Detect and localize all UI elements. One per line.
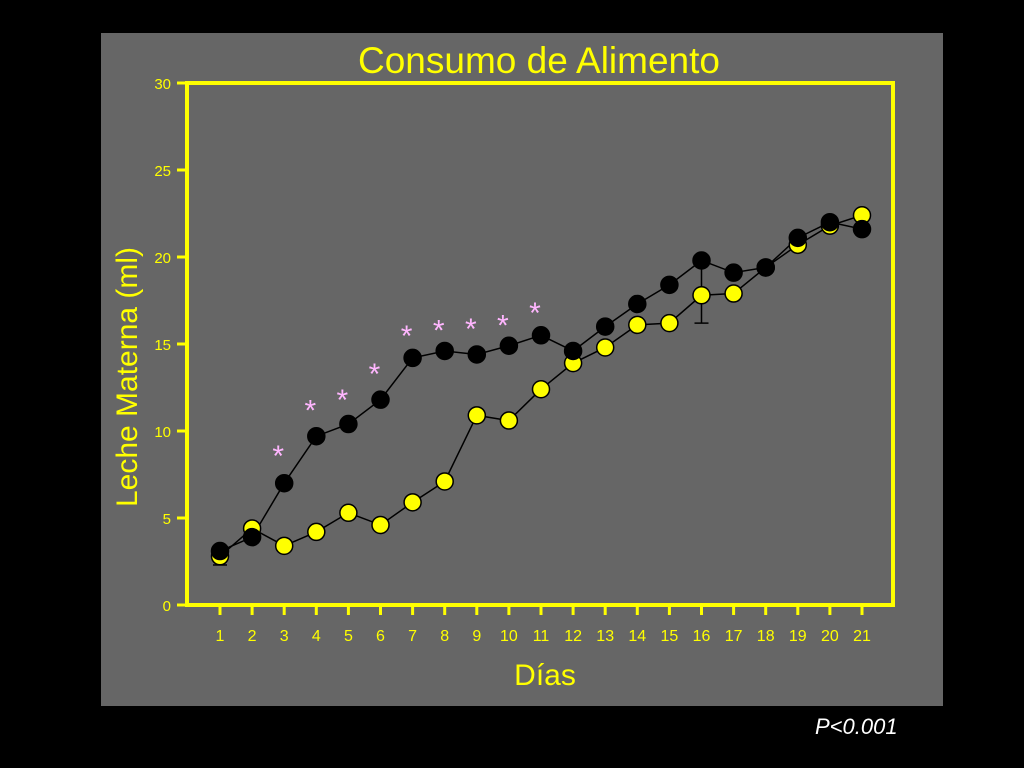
data-point-series-2 [467, 345, 487, 364]
x-tick-label: 12 [564, 628, 582, 645]
x-tick-label: 3 [280, 628, 289, 645]
x-tick-label: 8 [440, 628, 449, 645]
y-tick-label: 30 [154, 76, 171, 93]
data-point-series-2 [242, 527, 262, 547]
x-tick-label: 5 [344, 628, 353, 645]
data-point-series-2 [274, 473, 294, 493]
significance-marker: * [529, 297, 541, 330]
chart-panel: Consumo de Alimento Leche Materna (ml) D… [101, 33, 943, 706]
data-point-series-2 [371, 390, 390, 409]
data-point-series-2 [724, 263, 743, 282]
data-point-series-1 [339, 503, 358, 523]
y-tick-label: 15 [154, 337, 171, 354]
data-point-series-2 [339, 414, 358, 434]
data-point-series-2 [210, 541, 230, 561]
data-point-series-2 [660, 275, 679, 295]
data-point-series-1 [499, 411, 519, 430]
data-point-series-2 [595, 317, 615, 336]
significance-marker: * [497, 309, 509, 342]
significance-marker: * [337, 384, 349, 417]
x-tick-label: 4 [312, 628, 321, 645]
x-tick-label: 13 [596, 628, 614, 645]
significance-marker: * [433, 315, 445, 348]
data-point-series-1 [307, 522, 326, 542]
y-axis-label: Leche Materna (ml) [111, 247, 144, 507]
data-point-series-1 [660, 313, 679, 333]
data-point-series-1 [274, 536, 294, 556]
data-point-series-2 [628, 294, 647, 314]
x-tick-label: 15 [661, 628, 679, 645]
x-tick-label: 17 [725, 628, 743, 645]
x-tick-label: 7 [408, 628, 417, 645]
chart-title: Consumo de Alimento [358, 40, 720, 81]
x-tick-label: 20 [821, 628, 839, 645]
data-point-series-2 [435, 341, 454, 361]
x-tick-label: 11 [533, 628, 550, 645]
significance-marker: * [369, 358, 381, 391]
data-point-series-2 [756, 258, 775, 277]
data-point-series-1 [628, 315, 647, 335]
data-point-series-2 [307, 426, 326, 446]
x-tick-label: 18 [757, 628, 775, 645]
y-tick-label: 5 [163, 511, 171, 528]
x-axis-label: Días [514, 659, 576, 692]
data-point-series-2 [820, 212, 840, 232]
data-point-series-2 [852, 219, 872, 239]
data-point-series-2 [563, 341, 583, 361]
x-tick-label: 16 [693, 628, 711, 645]
x-tick-label: 14 [628, 628, 646, 645]
data-point-series-1 [371, 515, 390, 535]
x-tick-label: 6 [376, 628, 385, 645]
y-tick-label: 0 [163, 598, 171, 615]
x-tick-label: 2 [248, 628, 257, 645]
x-tick-label: 1 [216, 628, 225, 645]
data-point-series-1 [724, 284, 743, 303]
data-point-series-2 [788, 228, 808, 248]
data-point-series-1 [692, 286, 711, 305]
significance-marker: * [401, 320, 413, 353]
line-chart: Consumo de Alimento Leche Materna (ml) D… [111, 40, 895, 692]
y-tick-label: 10 [154, 424, 171, 441]
significance-marker: * [465, 313, 477, 346]
significance-marker: * [304, 395, 316, 428]
data-point-series-1 [595, 338, 615, 357]
data-point-series-1 [467, 406, 487, 425]
significance-marker: * [272, 440, 284, 473]
x-tick-label: 9 [472, 628, 481, 645]
y-tick-label: 20 [154, 250, 171, 267]
x-tick-label: 10 [500, 628, 518, 645]
data-point-series-1 [403, 493, 422, 512]
x-tick-label: 21 [853, 628, 871, 645]
p-value-footnote: P<0.001 [815, 714, 898, 739]
data-point-series-2 [499, 336, 519, 355]
data-point-series-2 [403, 348, 422, 368]
data-point-series-2 [692, 251, 711, 270]
x-tick-label: 19 [789, 628, 807, 645]
data-point-series-1 [435, 472, 454, 491]
data-point-series-1 [531, 379, 551, 399]
y-tick-label: 25 [154, 163, 171, 180]
data-point-series-2 [531, 326, 551, 345]
